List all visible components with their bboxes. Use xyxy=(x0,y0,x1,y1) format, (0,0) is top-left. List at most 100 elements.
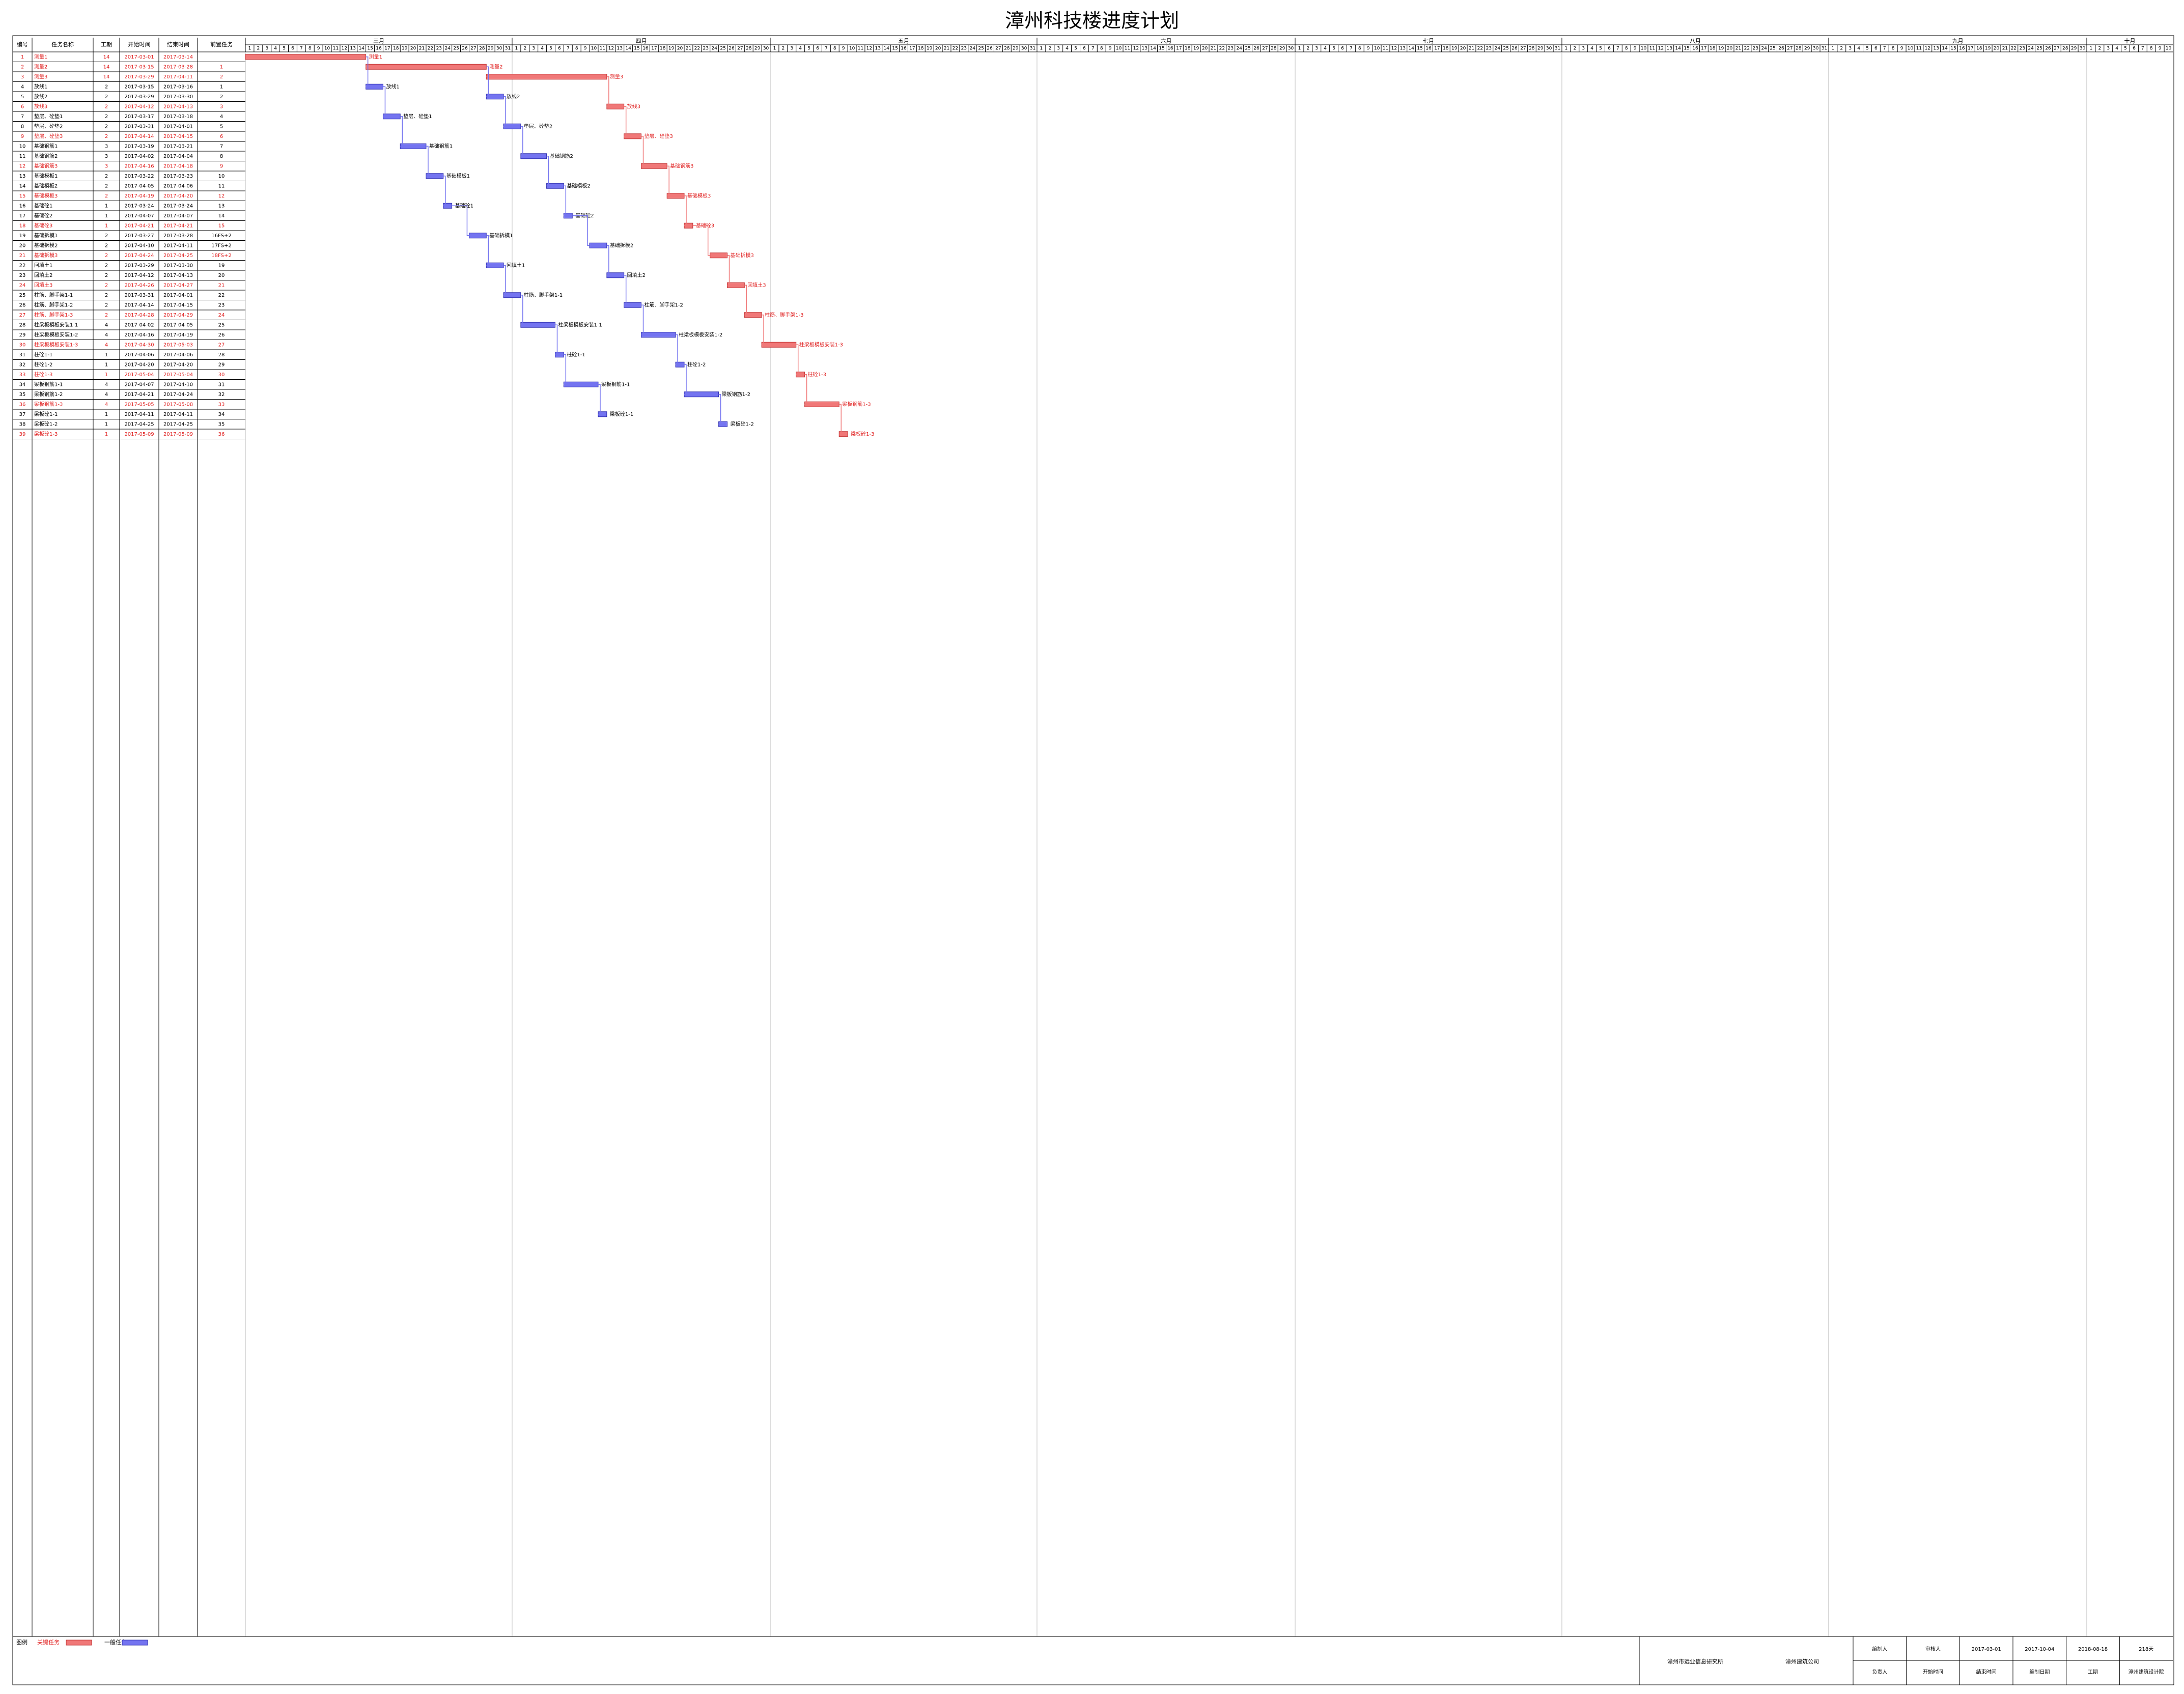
day-label: 19 xyxy=(927,46,933,51)
table-cell: 2017-04-10 xyxy=(124,243,154,248)
day-label: 18 xyxy=(1185,46,1191,51)
day-label: 29 xyxy=(754,46,761,51)
day-label: 29 xyxy=(2071,46,2077,51)
dependency-link xyxy=(555,324,558,355)
day-label: 3 xyxy=(265,46,268,51)
bar-label: 测量3 xyxy=(610,73,623,80)
bar-label: 回填土1 xyxy=(507,262,525,268)
table-cell: 2017-04-05 xyxy=(124,183,154,189)
table-cell: 2017-04-07 xyxy=(124,382,154,387)
table-cell: 2017-04-11 xyxy=(163,412,193,417)
day-label: 16 xyxy=(642,46,649,51)
day-label: 23 xyxy=(1753,46,1758,51)
table-cell: 柱砼1-3 xyxy=(34,371,52,378)
table-cell: 14 xyxy=(103,64,110,70)
day-label: 3 xyxy=(1582,46,1585,51)
table-cell: 21 xyxy=(19,253,26,259)
dependency-link xyxy=(503,96,506,127)
table-cell: 11 xyxy=(218,183,225,189)
task-bar xyxy=(727,282,745,288)
table-cell: 5 xyxy=(220,124,223,129)
day-label: 9 xyxy=(842,46,845,51)
day-label: 8 xyxy=(1100,46,1103,51)
day-label: 20 xyxy=(1460,46,1466,51)
day-label: 24 xyxy=(2028,46,2034,51)
table-cell: 柱梁板模板安装1-1 xyxy=(34,321,78,328)
footer-cell: 2017-03-01 xyxy=(1972,1647,2001,1652)
table-cell: 2017-04-14 xyxy=(124,134,154,139)
table-cell: 8 xyxy=(21,124,24,129)
day-label: 12 xyxy=(342,46,347,51)
bar-label: 梁板钢筋1-3 xyxy=(842,401,871,407)
table-cell: 测量2 xyxy=(34,63,47,70)
table-cell: 2017-03-16 xyxy=(163,84,193,90)
day-label: 25 xyxy=(978,46,984,51)
day-label: 18 xyxy=(393,46,399,51)
day-label: 14 xyxy=(1675,46,1681,51)
day-label: 15 xyxy=(1417,46,1422,51)
legend-label: 关键任务 xyxy=(37,1639,60,1646)
day-label: 10 xyxy=(1908,46,1914,51)
day-label: 4 xyxy=(2115,46,2118,51)
table-cell: 梁板钢筋1-2 xyxy=(34,391,63,398)
day-label: 26 xyxy=(1253,46,1259,51)
table-cell: 测量1 xyxy=(34,53,47,60)
table-cell: 2017-03-28 xyxy=(163,233,193,239)
task-bar xyxy=(640,332,676,338)
table-cell: 21 xyxy=(218,283,225,288)
dependency-link xyxy=(692,225,710,256)
day-label: 7 xyxy=(300,46,303,51)
table-cell: 2017-03-01 xyxy=(124,54,154,60)
table-cell: 2017-03-17 xyxy=(124,114,154,120)
table-cell: 柱砼1-1 xyxy=(34,351,52,358)
table-cell: 2017-05-09 xyxy=(163,432,193,437)
table-cell: 2017-04-13 xyxy=(163,104,193,109)
table-cell: 36 xyxy=(19,402,26,407)
table-cell: 2017-04-01 xyxy=(163,124,193,129)
table-cell: 2017-04-28 xyxy=(124,313,154,318)
task-bar xyxy=(486,74,607,80)
table-cell: 放线2 xyxy=(34,93,47,100)
day-label: 28 xyxy=(1529,46,1535,51)
table-cell: 2017-03-31 xyxy=(124,124,154,129)
day-label: 23 xyxy=(961,46,967,51)
day-label: 26 xyxy=(987,46,993,51)
footer-cell: 审核人 xyxy=(1925,1646,1941,1652)
table-cell: 1 xyxy=(220,64,223,70)
table-cell: 20 xyxy=(218,273,225,278)
day-label: 5 xyxy=(1074,46,1077,51)
day-label: 6 xyxy=(1083,46,1086,51)
day-label: 3 xyxy=(1057,46,1060,51)
dependency-link xyxy=(452,205,469,236)
table-cell: 2 xyxy=(105,104,108,109)
table-cell: 2017-04-04 xyxy=(163,154,193,159)
dependency-link xyxy=(684,364,687,395)
bar-label: 放线1 xyxy=(386,83,399,90)
table-cell: 2017-05-08 xyxy=(163,402,193,407)
table-cell: 31 xyxy=(218,382,225,387)
table-cell: 2017-04-10 xyxy=(163,382,193,387)
task-bar xyxy=(761,342,797,348)
task-bar xyxy=(486,262,504,268)
dependency-link xyxy=(727,255,730,286)
task-bar xyxy=(503,292,521,298)
dependency-link xyxy=(426,146,429,177)
day-label: 21 xyxy=(2002,46,2008,51)
day-label: 9 xyxy=(2159,46,2162,51)
table-cell: 1 xyxy=(105,213,108,219)
table-cell: 2017-04-14 xyxy=(124,302,154,308)
table-cell: 2017-04-06 xyxy=(163,183,193,189)
day-label: 11 xyxy=(1383,46,1388,51)
table-cell: 2017-04-11 xyxy=(163,74,193,80)
dependency-link xyxy=(667,165,669,196)
table-cell: 4 xyxy=(105,322,108,328)
day-label: 4 xyxy=(1857,46,1860,51)
day-label: 22 xyxy=(694,46,700,51)
task-bar xyxy=(804,401,839,407)
day-label: 17 xyxy=(909,46,915,51)
day-label: 20 xyxy=(1727,46,1733,51)
legend-swatch xyxy=(122,1640,148,1646)
day-label: 10 xyxy=(591,46,597,51)
table-cell: 2017-03-24 xyxy=(163,203,193,209)
day-label: 1 xyxy=(1565,46,1568,51)
